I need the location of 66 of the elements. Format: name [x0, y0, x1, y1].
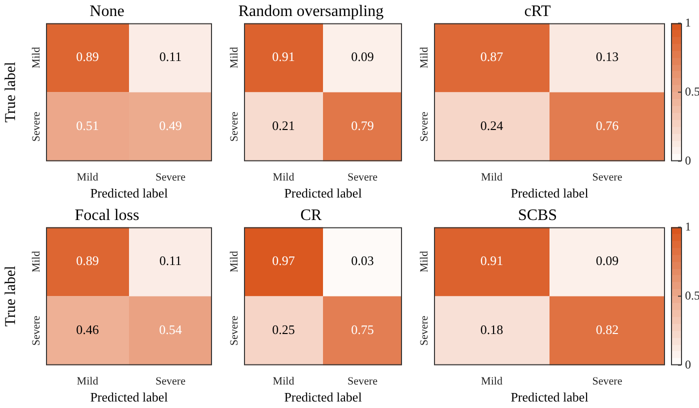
chart-title: CR — [300, 206, 322, 224]
data-label: 0.89 — [76, 49, 99, 64]
color-bar-label: 0 — [685, 153, 691, 168]
data-label: 0.49 — [159, 118, 182, 134]
data-label: 0.46 — [76, 322, 100, 338]
x-tick-label: Severe — [156, 172, 186, 184]
y-tick-label: Mild — [30, 250, 42, 272]
data-label: 0.76 — [596, 118, 620, 134]
x-axis-title: Predicted label — [510, 186, 589, 201]
data-label: 0.24 — [480, 118, 504, 134]
color-bar-label: 1 — [685, 219, 691, 234]
x-axis-title: Predicted label — [284, 390, 362, 405]
data-label: 0.82 — [596, 322, 619, 338]
y-tick-label: Mild — [228, 250, 240, 272]
x-tick-label: Mild — [76, 172, 99, 184]
x-axis-title: Predicted label — [90, 390, 168, 405]
data-label: 0.13 — [596, 49, 619, 64]
data-label: 0.75 — [351, 322, 374, 338]
data-label: 0.18 — [480, 322, 504, 338]
x-tick-label: Severe — [156, 376, 186, 388]
data-label: 0.54 — [159, 322, 182, 338]
data-label: 0.91 — [480, 253, 504, 268]
data-label: 0.21 — [272, 118, 295, 134]
y-tick-label: Severe — [418, 316, 430, 346]
data-label: 0.09 — [596, 253, 619, 268]
data-label: 0.87 — [480, 49, 504, 64]
data-label: 0.03 — [351, 253, 374, 268]
x-axis-title: Predicted label — [284, 186, 362, 201]
x-tick-label: Mild — [481, 376, 503, 388]
y-tick-label: Mild — [228, 46, 240, 68]
data-label: 0.97 — [272, 253, 296, 268]
chart-title: Random oversampling — [238, 2, 384, 20]
data-label: 0.25 — [272, 322, 295, 338]
y-tick-label: Mild — [30, 46, 42, 68]
y-tick-label: Mild — [418, 46, 430, 68]
y-tick-label: Severe — [418, 112, 430, 142]
y-tick-label: Severe — [228, 316, 240, 346]
data-label: 0.91 — [272, 49, 295, 64]
color-bar-label: 0 — [685, 357, 691, 372]
x-tick-label: Mild — [272, 172, 295, 184]
data-label: 0.11 — [159, 253, 182, 268]
data-label: 0.89 — [76, 253, 99, 268]
y-axis-title: True label — [2, 266, 19, 327]
y-tick-label: Severe — [30, 112, 42, 142]
data-label: 0.51 — [76, 118, 99, 134]
data-label: 0.11 — [159, 49, 182, 64]
chart-title: Focal loss — [74, 206, 140, 224]
x-tick-label: Severe — [348, 376, 378, 388]
chart-title: None — [90, 2, 124, 20]
y-tick-label: Severe — [30, 316, 42, 346]
x-tick-label: Mild — [481, 172, 503, 184]
x-tick-label: Severe — [592, 172, 622, 184]
data-label: 0.09 — [351, 49, 374, 64]
chart-title: SCBS — [518, 206, 558, 224]
x-tick-label: Severe — [592, 376, 622, 388]
data-label: 0.79 — [351, 118, 374, 134]
color-bar-label: 1 — [685, 15, 691, 30]
y-tick-label: Mild — [418, 250, 430, 272]
y-axis-title: True label — [2, 62, 19, 123]
x-axis-title: Predicted label — [90, 186, 168, 201]
x-tick-label: Severe — [348, 172, 378, 184]
y-tick-label: Severe — [228, 112, 240, 142]
chart-title: cRT — [524, 2, 552, 20]
x-axis-title: Predicted label — [510, 390, 589, 405]
x-tick-label: Mild — [76, 376, 99, 388]
x-tick-label: Mild — [272, 376, 295, 388]
